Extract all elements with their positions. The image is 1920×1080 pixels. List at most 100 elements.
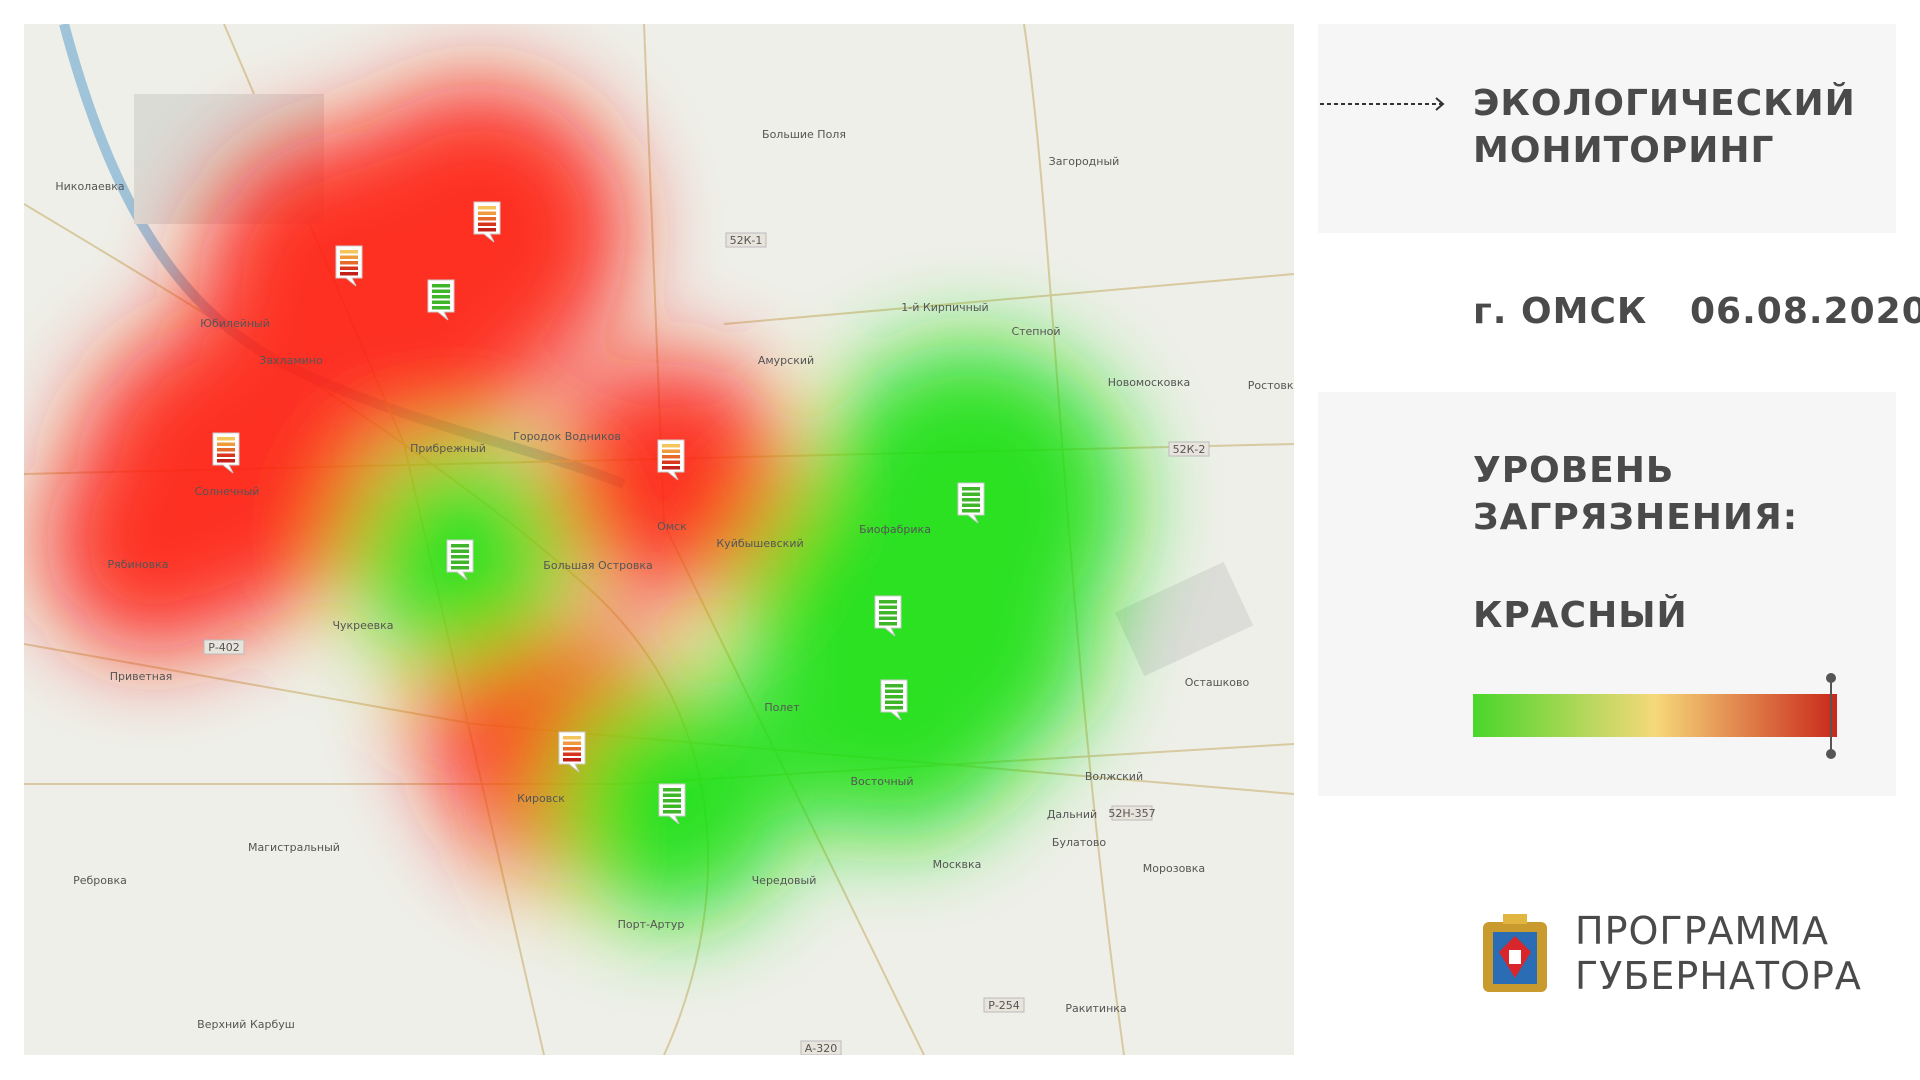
station-bar xyxy=(885,689,903,693)
station-bar xyxy=(478,228,496,232)
road-label: Р-254 xyxy=(988,999,1020,1012)
road-label: 52К-1 xyxy=(730,234,763,247)
place-label: Биофабрика xyxy=(859,523,931,536)
heat-spot xyxy=(44,434,264,654)
station-bar xyxy=(662,449,680,453)
station-bar xyxy=(885,695,903,699)
date: 06.08.2020 xyxy=(1690,291,1920,332)
pollution-label: ЗАГРЯЗНЕНИЯ: xyxy=(1473,497,1799,538)
station-bar xyxy=(217,459,235,463)
place-label: Чукреевка xyxy=(332,619,393,632)
place-label: Рябиновка xyxy=(108,558,169,571)
map: Николаевка Юбилейный Захламино Большие Поля… xyxy=(24,24,1294,1055)
place-label: Амурский xyxy=(758,354,814,367)
station-bar xyxy=(885,684,903,688)
city: г. ОМСК xyxy=(1473,291,1648,332)
station-bar xyxy=(478,222,496,226)
place-label: Загородный xyxy=(1049,155,1120,168)
station-bar xyxy=(217,437,235,441)
station-bar xyxy=(340,255,358,259)
station-bar xyxy=(662,460,680,464)
place-label: Дальний xyxy=(1047,808,1097,821)
place-label: Куйбышевский xyxy=(716,537,803,550)
station-bar xyxy=(962,492,980,496)
station-bar xyxy=(879,622,897,626)
station-bar xyxy=(432,289,450,293)
station-bar xyxy=(432,295,450,299)
place-label: Степной xyxy=(1011,325,1060,338)
station-bar xyxy=(663,804,681,808)
station-bar xyxy=(663,799,681,803)
place-label: Ростовка xyxy=(1248,379,1294,392)
station-bar xyxy=(662,466,680,470)
title-panel xyxy=(1318,24,1896,233)
place-label: Большие Поля xyxy=(762,128,846,141)
station-bar xyxy=(563,741,581,745)
station-bar xyxy=(478,206,496,210)
place-label: Москвка xyxy=(933,858,982,871)
station-bar xyxy=(879,600,897,604)
road-shield xyxy=(800,1040,842,1055)
station-bar xyxy=(451,560,469,564)
station-bar xyxy=(879,611,897,615)
road-shield xyxy=(983,997,1025,1013)
station-bar xyxy=(217,448,235,452)
station-bar xyxy=(563,758,581,762)
station-bar xyxy=(879,616,897,620)
station-bar xyxy=(340,250,358,254)
emblem xyxy=(1483,914,1547,992)
arrow xyxy=(1320,97,1445,111)
station-bar xyxy=(217,453,235,457)
level-scale xyxy=(1473,673,1837,759)
station-bar xyxy=(217,442,235,446)
station-bar xyxy=(885,706,903,710)
place-label: Николаевка xyxy=(55,180,124,193)
station-bar xyxy=(885,700,903,704)
road-label: Р-402 xyxy=(208,641,240,654)
place-label: Волжский xyxy=(1085,770,1143,783)
place-label: Юбилейный xyxy=(200,317,270,330)
place-label: Ракитинка xyxy=(1065,1002,1126,1015)
heat-spot xyxy=(551,358,791,598)
place-label: Порт-Артур xyxy=(618,918,685,931)
station-bar xyxy=(432,306,450,310)
station-bar xyxy=(962,503,980,507)
station-bar xyxy=(563,747,581,751)
station-bar xyxy=(962,487,980,491)
heat-spot xyxy=(854,524,1094,764)
place-label: Прибрежный xyxy=(410,442,486,455)
place-label: Приветная xyxy=(110,670,173,683)
station-bar xyxy=(663,810,681,814)
place-label: Чередовый xyxy=(752,874,817,887)
place-label: Полет xyxy=(764,701,800,714)
station-bar xyxy=(451,566,469,570)
title-line: ЭКОЛОГИЧЕСКИЙ xyxy=(1473,83,1856,124)
station-bar xyxy=(662,444,680,448)
station-bar xyxy=(478,217,496,221)
place-label: Магистральный xyxy=(248,841,340,854)
place-label: Омск xyxy=(657,520,687,533)
station-bar xyxy=(340,261,358,265)
station-bar xyxy=(962,498,980,502)
road-label: А-320 xyxy=(805,1042,838,1055)
place-label: Ребровка xyxy=(73,874,127,887)
place-label: Большая Островка xyxy=(543,559,652,572)
heat-spot xyxy=(314,204,554,444)
station-bar xyxy=(662,455,680,459)
station-bar xyxy=(432,284,450,288)
station-bar xyxy=(451,555,469,559)
station-bar xyxy=(340,272,358,276)
station-bar xyxy=(432,300,450,304)
station-bar xyxy=(962,509,980,513)
road-shield xyxy=(725,232,767,248)
program-line: ПРОГРАММА xyxy=(1575,909,1830,953)
station-bar xyxy=(879,605,897,609)
title-line: МОНИТОРИНГ xyxy=(1473,130,1775,171)
place-label: Осташково xyxy=(1185,676,1250,689)
station-bar xyxy=(563,752,581,756)
road-shield xyxy=(1168,441,1210,457)
place-label: Новомосковка xyxy=(1108,376,1191,389)
station-bar xyxy=(451,549,469,553)
pollution-label: УРОВЕНЬ xyxy=(1473,450,1675,491)
station-bar xyxy=(451,544,469,548)
